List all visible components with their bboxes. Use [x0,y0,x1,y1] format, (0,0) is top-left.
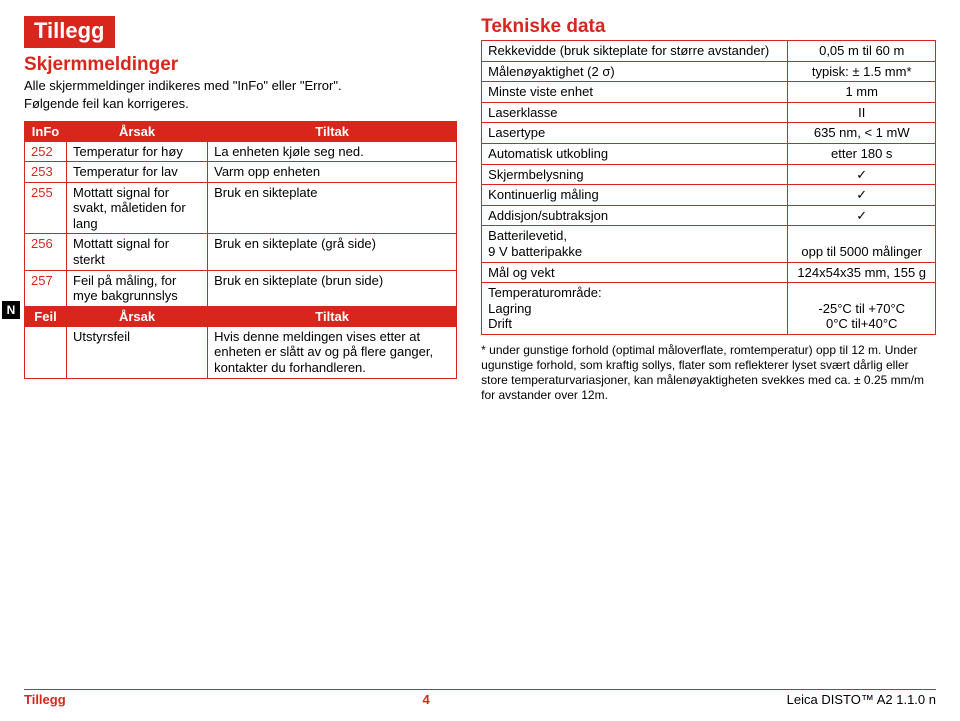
cell-cause: Feil på måling, for mye bakgrunnslys [67,270,208,306]
cell-code: 256 [25,234,67,270]
cell-cause: Mottatt signal for svakt, måletiden for … [67,182,208,234]
spec-label: Batterilevetid, 9 V batteripakke [482,226,788,262]
spec-value: ✓ [788,164,936,185]
table-row: Minste viste enhet1 mm [482,82,936,103]
col-header-info: InFo [25,121,67,141]
table-row: Batterilevetid, 9 V batteripakkeopp til … [482,226,936,262]
table-row: Mål og vekt124x54x35 mm, 155 g [482,262,936,283]
footer-left: Tillegg [24,692,66,707]
table-row: 256 Mottatt signal for sterkt Bruk en si… [25,234,457,270]
info-table: InFo Årsak Tiltak 252 Temperatur for høy… [24,121,457,379]
cell-code: 257 [25,270,67,306]
spec-label: Målenøyaktighet (2 σ) [482,61,788,82]
intro-line-1: Alle skjermmeldinger indikeres med "InFo… [24,78,457,94]
footer-page-number: 4 [423,692,430,707]
col-header-aarsak-2: Årsak [67,306,208,326]
spec-footnote: * under gunstige forhold (optimal målove… [481,343,936,403]
cell-action: Hvis denne meldingen vises etter at enhe… [208,326,457,378]
spec-value: typisk: ± 1.5 mm* [788,61,936,82]
page-title: Tillegg [24,16,115,48]
cell-cause: Utstyrsfeil [67,326,208,378]
table-row: LaserklasseII [482,102,936,123]
cell-action: Bruk en sikteplate (brun side) [208,270,457,306]
table-row: Kontinuerlig måling✓ [482,185,936,206]
cell-action: La enheten kjøle seg ned. [208,141,457,162]
spec-value: opp til 5000 målinger [788,226,936,262]
col-header-tiltak: Tiltak [208,121,457,141]
section-heading-tekniske-data: Tekniske data [481,16,936,38]
table-row: Temperaturområde: Lagring Drift -25°C ti… [482,283,936,335]
table-row: Lasertype635 nm, < 1 mW [482,123,936,144]
spec-label: Rekkevidde (bruk sikteplate for større a… [482,41,788,62]
spec-label: Addisjon/subtraksjon [482,205,788,226]
table-row: 257 Feil på måling, for mye bakgrunnslys… [25,270,457,306]
cell-code: 252 [25,141,67,162]
footer: Tillegg 4 Leica DISTO™ A2 1.1.0 n [24,689,936,707]
columns: N Tillegg Skjermmeldinger Alle skjermmel… [24,16,936,403]
spec-value: ✓ [788,205,936,226]
cell-action: Varm opp enheten [208,162,457,183]
spec-value: 0,05 m til 60 m [788,41,936,62]
cell-code [25,326,67,378]
spec-label: Minste viste enhet [482,82,788,103]
table-row: Rekkevidde (bruk sikteplate for større a… [482,41,936,62]
table-row: Utstyrsfeil Hvis denne meldingen vises e… [25,326,457,378]
col-header-feil: Feil [25,306,67,326]
cell-code: 253 [25,162,67,183]
cell-code: 255 [25,182,67,234]
left-column: N Tillegg Skjermmeldinger Alle skjermmel… [24,16,457,403]
spec-value: -25°C til +70°C 0°C til+40°C [788,283,936,335]
table-row: 255 Mottatt signal for svakt, måletiden … [25,182,457,234]
right-column: Tekniske data Rekkevidde (bruk sikteplat… [481,16,936,403]
spec-value: 635 nm, < 1 mW [788,123,936,144]
col-header-tiltak-2: Tiltak [208,306,457,326]
cell-cause: Mottatt signal for sterkt [67,234,208,270]
table-row: 252 Temperatur for høy La enheten kjøle … [25,141,457,162]
spec-value: ✓ [788,185,936,206]
intro-line-2: Følgende feil kan korrigeres. [24,96,457,112]
spec-label: Mål og vekt [482,262,788,283]
spec-value: etter 180 s [788,143,936,164]
spec-value: 1 mm [788,82,936,103]
cell-cause: Temperatur for lav [67,162,208,183]
side-marker: N [2,301,20,319]
section-heading-skjermmeldinger: Skjermmeldinger [24,54,457,76]
table-row: 253 Temperatur for lav Varm opp enheten [25,162,457,183]
spec-value: 124x54x35 mm, 155 g [788,262,936,283]
footer-rule [24,689,936,690]
cell-cause: Temperatur for høy [67,141,208,162]
cell-action: Bruk en sikteplate [208,182,457,234]
spec-label: Laserklasse [482,102,788,123]
table-row: Skjermbelysning✓ [482,164,936,185]
spec-label: Temperaturområde: Lagring Drift [482,283,788,335]
table-row: Automatisk utkoblingetter 180 s [482,143,936,164]
col-header-aarsak: Årsak [67,121,208,141]
cell-action: Bruk en sikteplate (grå side) [208,234,457,270]
spec-value: II [788,102,936,123]
spec-label: Skjermbelysning [482,164,788,185]
spec-label: Automatisk utkobling [482,143,788,164]
spec-label: Lasertype [482,123,788,144]
spec-label: Kontinuerlig måling [482,185,788,206]
spec-table: Rekkevidde (bruk sikteplate for større a… [481,40,936,335]
footer-right: Leica DISTO™ A2 1.1.0 n [787,692,936,707]
table-row: Addisjon/subtraksjon✓ [482,205,936,226]
table-row: Målenøyaktighet (2 σ)typisk: ± 1.5 mm* [482,61,936,82]
